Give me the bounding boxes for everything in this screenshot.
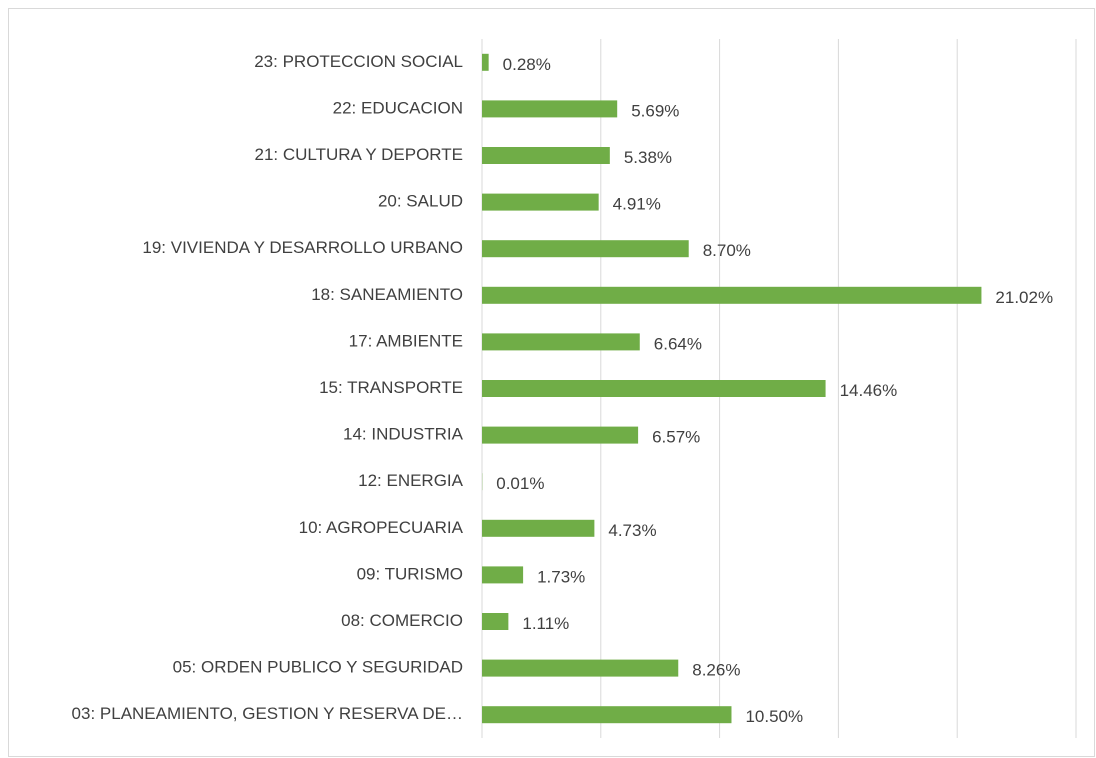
y-tick-label: 03: PLANEAMIENTO, GESTION Y RESERVA DE…: [72, 704, 463, 723]
data-label: 4.73%: [608, 521, 656, 540]
data-label: 5.69%: [631, 101, 679, 120]
y-tick-label: 14: INDUSTRIA: [343, 425, 464, 444]
data-label: 0.01%: [496, 474, 544, 493]
bar: [482, 566, 524, 584]
y-tick-label: 10: AGROPECUARIA: [299, 518, 464, 537]
bar: [482, 426, 639, 444]
data-label: 10.50%: [745, 707, 803, 726]
y-tick-label: 09: TURISMO: [357, 564, 463, 583]
y-tick-label: 15: TRANSPORTE: [319, 378, 463, 397]
y-tick-label: 23: PROTECCION SOCIAL: [254, 52, 463, 71]
data-label: 8.26%: [692, 661, 740, 680]
data-label: 1.73%: [537, 567, 585, 586]
bar: [482, 380, 826, 397]
y-tick-label: 18: SANEAMIENTO: [311, 285, 463, 304]
data-label: 6.57%: [652, 428, 700, 447]
data-label: 4.91%: [613, 195, 661, 214]
data-label: 21.02%: [995, 288, 1053, 307]
data-label: 0.28%: [503, 55, 551, 74]
y-tick-label: 22: EDUCACION: [333, 98, 463, 117]
data-label: 14.46%: [840, 381, 898, 400]
data-label: 6.64%: [654, 334, 702, 353]
y-tick-label: 21: CULTURA Y DEPORTE: [255, 145, 463, 164]
bar: [482, 147, 610, 164]
bar: [482, 659, 679, 677]
data-label: 1.11%: [522, 614, 569, 633]
y-tick-label: 17: AMBIENTE: [349, 331, 463, 350]
bar: [482, 613, 509, 630]
y-tick-label: 05: ORDEN PUBLICO Y SEGURIDAD: [173, 658, 463, 677]
bar: [482, 286, 982, 304]
data-label: 8.70%: [703, 241, 751, 260]
bar: [482, 519, 595, 537]
y-tick-label: 20: SALUD: [378, 192, 463, 211]
bar: [482, 333, 640, 351]
bar: [482, 706, 732, 724]
bar: [482, 240, 689, 258]
data-label: 5.38%: [624, 148, 672, 167]
bar: [482, 53, 489, 71]
y-tick-label: 19: VIVIENDA Y DESARROLLO URBANO: [142, 238, 463, 257]
bar: [482, 193, 599, 211]
y-tick-label: 12: ENERGIA: [358, 471, 464, 490]
y-tick-label: 08: COMERCIO: [341, 611, 463, 630]
bar: [482, 100, 618, 118]
